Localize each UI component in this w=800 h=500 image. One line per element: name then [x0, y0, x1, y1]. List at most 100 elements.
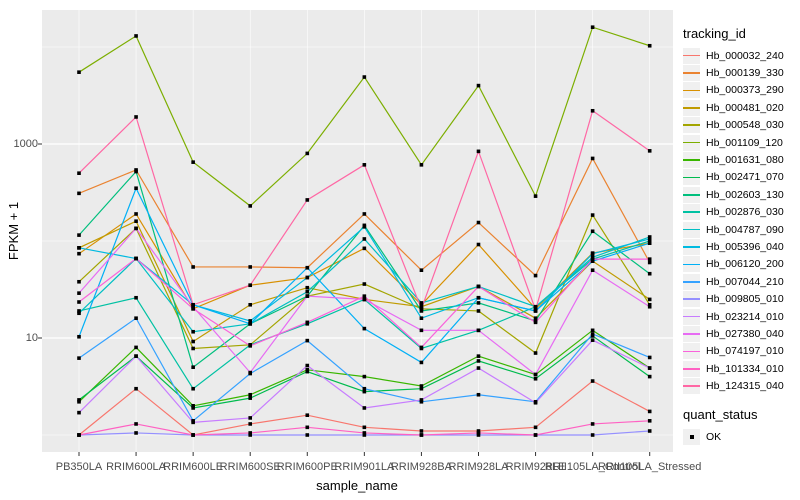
series-color-line [683, 89, 700, 92]
data-point [476, 309, 481, 313]
series-color-line [683, 124, 700, 127]
data-point [476, 284, 481, 289]
series-color-line [683, 280, 700, 283]
legend-key-line-icon [683, 360, 700, 377]
series-color-line [683, 385, 700, 387]
data-point [362, 431, 367, 435]
legend-row: Hb_002876_030 [683, 204, 799, 221]
legend-label: Hb_000139_330 [706, 67, 784, 80]
legend-key-line-icon [683, 273, 700, 290]
data-point [419, 398, 424, 402]
series-color-line [683, 333, 700, 335]
series-color-line [683, 211, 700, 213]
data-point [134, 295, 138, 300]
legend-label: Hb_000373_290 [706, 84, 784, 97]
legend-label: Hb_027380_040 [706, 327, 784, 340]
data-point [590, 332, 595, 336]
data-point [77, 251, 81, 256]
data-point [248, 344, 253, 348]
quant-legend-title: quant_status [683, 406, 758, 422]
data-point [305, 425, 310, 430]
quant-label: OK [706, 430, 722, 443]
data-point [419, 316, 424, 321]
legend-row: Hb_006120_200 [683, 256, 799, 273]
legend-row: Hb_002603_130 [683, 186, 799, 203]
data-point [248, 322, 253, 326]
data-point [77, 171, 81, 175]
data-point [248, 422, 253, 426]
black-square-marker-icon [689, 434, 694, 439]
legend-label: Hb_000548_030 [706, 119, 784, 132]
y-axis-title: FPKM + 1 [6, 201, 21, 261]
legend-key-line-icon [683, 378, 700, 395]
data-point [191, 307, 195, 311]
data-point [590, 251, 595, 256]
data-point [77, 398, 81, 402]
data-point [647, 429, 652, 433]
data-point [362, 425, 367, 430]
legend-row: Hb_000032_240 [683, 47, 799, 64]
legend-row: Hb_027380_040 [683, 325, 799, 342]
legend-key-line-icon [683, 204, 700, 221]
data-point [134, 212, 138, 216]
data-point [419, 307, 424, 311]
legend-label: Hb_002471_070 [706, 171, 784, 184]
data-point [362, 294, 367, 298]
legend-row: Hb_000373_290 [683, 82, 799, 99]
data-point [590, 255, 595, 260]
legend-label: Hb_001109_120 [706, 136, 783, 149]
data-point [647, 237, 652, 241]
data-point [134, 345, 138, 350]
legend-row: Hb_002471_070 [683, 169, 799, 186]
data-point [647, 260, 652, 265]
data-point [533, 433, 538, 437]
data-point [305, 320, 310, 325]
quant-status-legend: quant_status OK [683, 407, 799, 445]
series-color-line [683, 228, 700, 231]
data-point [305, 151, 310, 156]
data-point [77, 70, 81, 74]
data-point [590, 108, 595, 113]
data-point [191, 365, 195, 369]
series-color-line [683, 54, 700, 57]
legend-label: Hb_001631_080 [706, 154, 784, 167]
data-point [590, 338, 595, 342]
legend-row: Hb_001109_120 [683, 134, 799, 151]
data-point [647, 43, 652, 48]
series-color-line [683, 141, 700, 144]
x-tick-label: RRIM600SE [219, 461, 281, 473]
data-point [590, 433, 595, 437]
data-point [419, 384, 424, 388]
data-point [647, 355, 652, 360]
data-point [590, 213, 595, 217]
data-point [590, 379, 595, 383]
legend-label: Hb_000032_240 [706, 49, 784, 62]
data-point [191, 265, 195, 269]
legend-label: Hb_002603_130 [706, 188, 784, 201]
data-point [248, 204, 253, 208]
series-color-line [683, 263, 700, 266]
legend-title: tracking_id [683, 26, 746, 41]
legend-label: Hb_002876_030 [706, 206, 784, 219]
legend: tracking_id Hb_000032_240 Hb_000139_330 Hb… [683, 26, 799, 445]
data-point [305, 289, 310, 294]
data-point [362, 282, 367, 286]
legend-row: Hb_023214_010 [683, 308, 799, 325]
legend-key-line-icon [683, 152, 700, 169]
data-point [362, 225, 367, 229]
series-color-line [683, 367, 700, 370]
x-tick-label: RRIM928LA [448, 461, 509, 473]
legend-row: Hb_004787_090 [683, 221, 799, 238]
legend-label: Hb_007044_210 [706, 275, 784, 288]
data-point [305, 369, 310, 374]
data-point [419, 268, 424, 272]
data-point [362, 433, 367, 437]
data-point [77, 300, 81, 304]
data-point [533, 400, 538, 405]
legend-row: Hb_000139_330 [683, 64, 799, 82]
data-point [305, 275, 310, 280]
legend-row: Hb_009805_010 [683, 290, 799, 308]
series-color-line [683, 107, 700, 109]
data-point [191, 302, 195, 307]
data-point [362, 326, 367, 331]
